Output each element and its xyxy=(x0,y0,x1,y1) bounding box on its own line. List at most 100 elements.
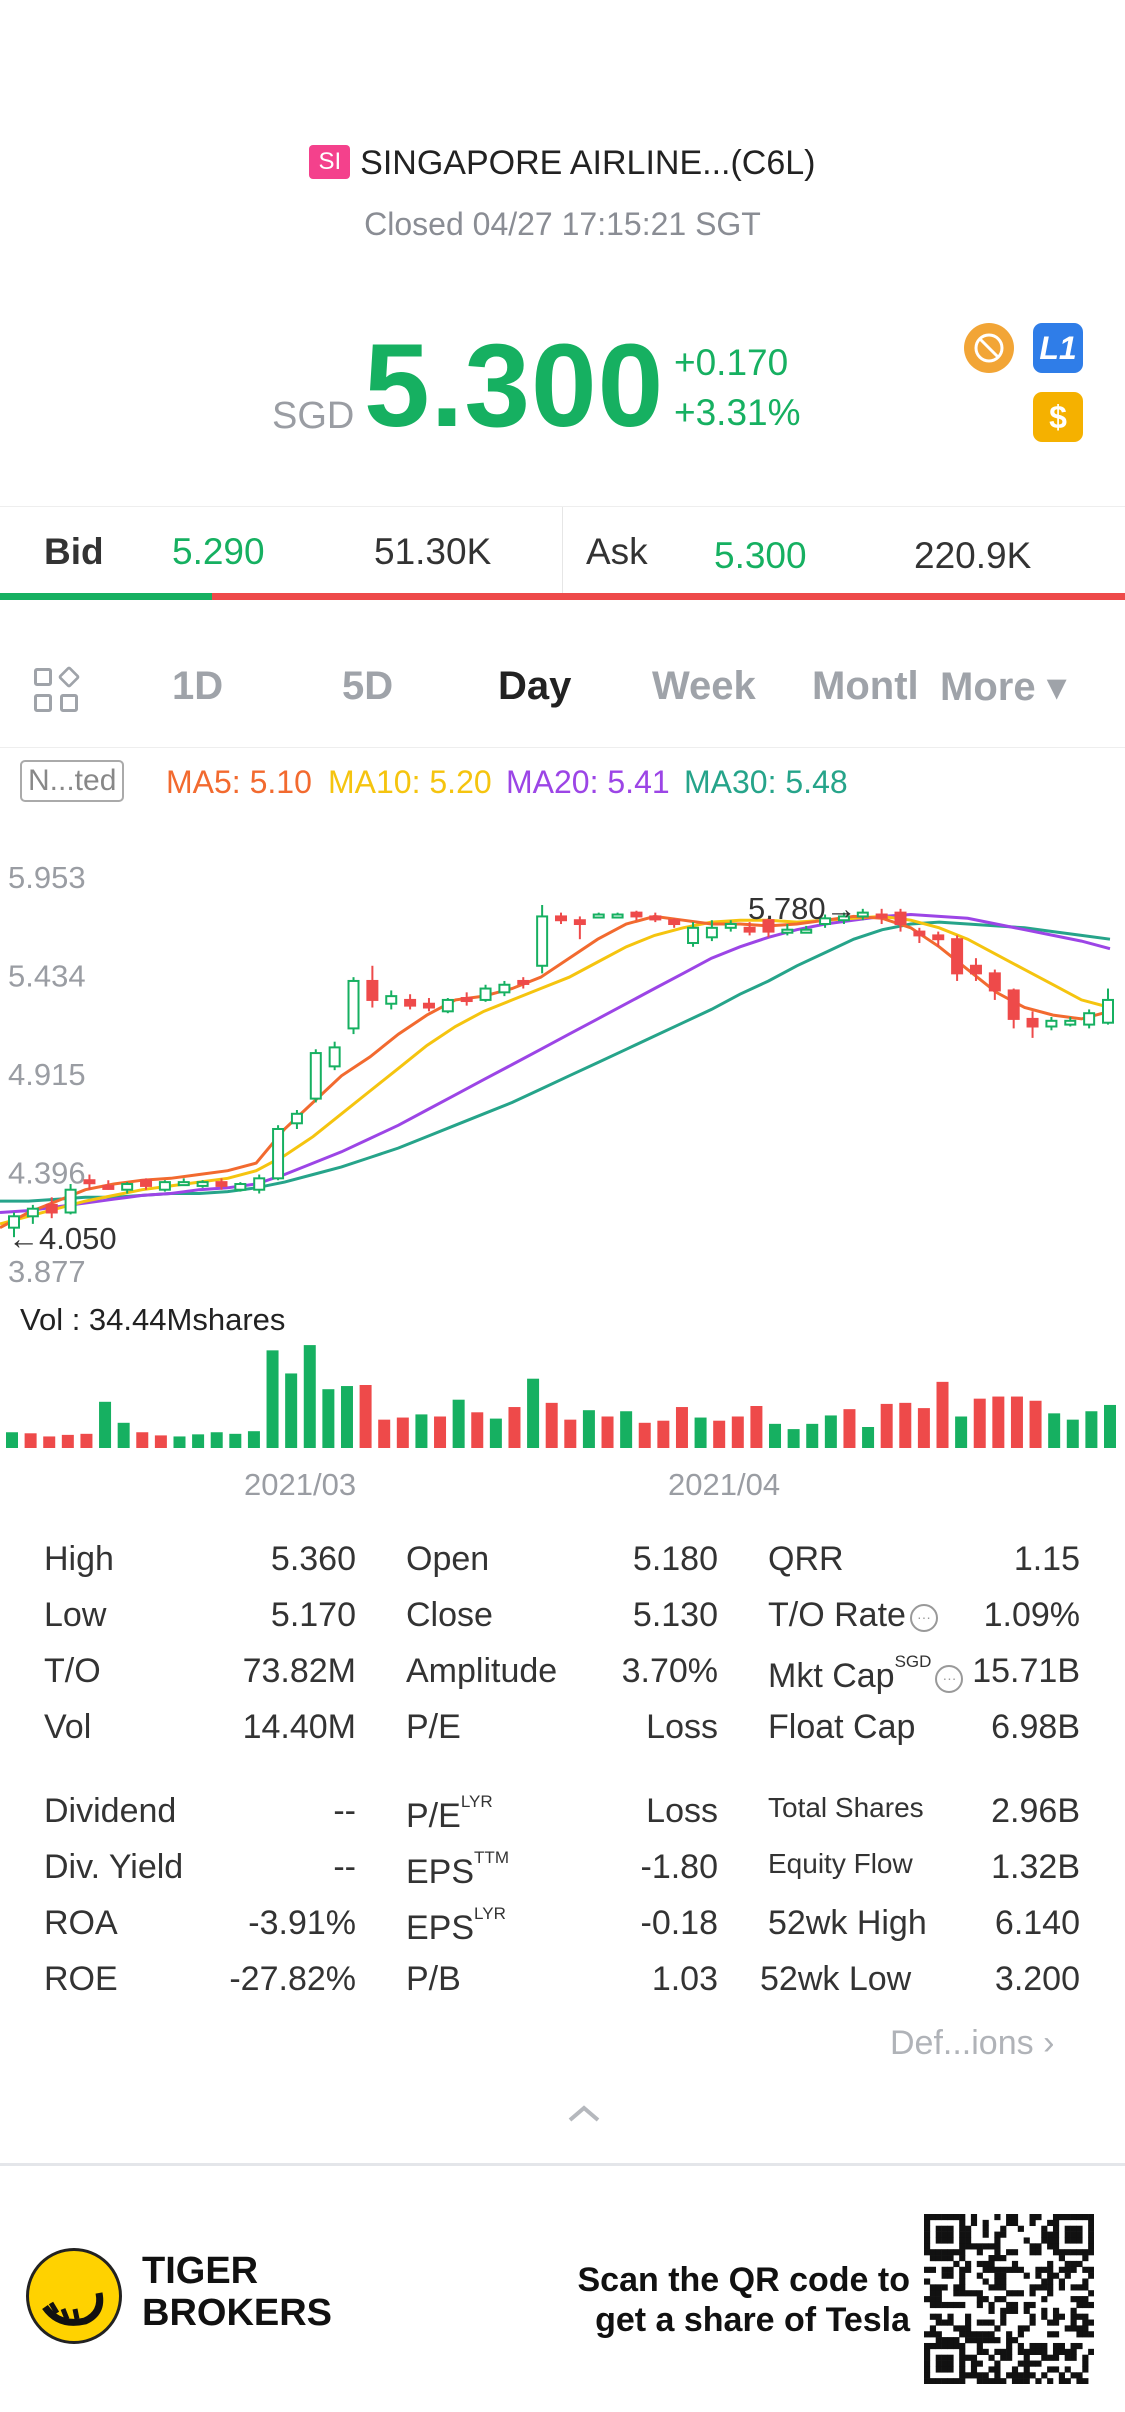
qr-module xyxy=(965,2243,972,2250)
stat-value: Loss xyxy=(646,1708,718,1746)
candle xyxy=(969,964,982,975)
y-tick-label: 4.396 xyxy=(8,1156,86,1191)
qr-module xyxy=(1088,2249,1094,2256)
qr-module xyxy=(1035,2378,1042,2384)
qr-module xyxy=(924,2219,931,2227)
definitions-link[interactable]: Def...ions › xyxy=(890,2024,1055,2062)
candle xyxy=(64,1188,77,1214)
qr-module xyxy=(965,2319,972,2326)
qr-module xyxy=(994,2231,1001,2238)
qr-module xyxy=(1006,2354,1013,2361)
no-margin-icon[interactable] xyxy=(964,323,1014,373)
qr-module xyxy=(970,2243,978,2250)
qr-module xyxy=(1064,2325,1071,2332)
qr-module xyxy=(1041,2354,1048,2361)
qr-module xyxy=(988,2378,995,2384)
volume-bar xyxy=(1048,1413,1061,1448)
level1-icon[interactable]: L1 xyxy=(1033,323,1083,373)
qr-module xyxy=(924,2266,931,2273)
qr-module xyxy=(1035,2348,1042,2355)
qr-module xyxy=(1076,2249,1083,2256)
candle xyxy=(517,979,530,985)
qr-module xyxy=(959,2342,966,2350)
candle xyxy=(988,972,1001,992)
qr-module xyxy=(959,2360,966,2367)
stat-label: QRR xyxy=(768,1540,844,1578)
qr-module xyxy=(976,2342,983,2350)
qr-module xyxy=(1029,2214,1036,2221)
qr-module xyxy=(1006,2290,1013,2297)
qr-module xyxy=(982,2260,989,2268)
qr-module xyxy=(994,2237,1001,2244)
stock-title[interactable]: SI SINGAPORE AIRLINE...(C6L) xyxy=(0,144,1125,183)
volume-bar xyxy=(210,1432,223,1448)
market-status: Closed 04/27 17:15:21 SGT xyxy=(364,206,761,242)
qr-module xyxy=(959,2231,966,2238)
candle xyxy=(630,911,643,918)
qr-module xyxy=(1006,2337,1013,2344)
qr-module xyxy=(982,2348,989,2355)
volume-bar xyxy=(936,1381,949,1448)
qr-module xyxy=(935,2360,942,2367)
info-icon[interactable]: ··· xyxy=(909,1604,938,1632)
tab-1d[interactable]: 1D xyxy=(172,664,224,708)
volume-bar xyxy=(899,1402,912,1448)
candle xyxy=(819,917,832,926)
stat-value: -- xyxy=(333,1792,356,1830)
brand-line1: TIGER xyxy=(142,2250,259,2292)
qr-module xyxy=(1041,2231,1048,2238)
qr-module xyxy=(959,2249,966,2256)
qr-module xyxy=(953,2342,960,2350)
qr-module xyxy=(959,2331,966,2338)
stat-label: Low xyxy=(44,1596,107,1634)
qr-module xyxy=(941,2231,948,2238)
qr-module xyxy=(935,2331,942,2338)
qr-module xyxy=(994,2255,1001,2262)
qr-code-icon[interactable] xyxy=(924,2214,1094,2384)
qr-module xyxy=(1023,2354,1030,2361)
qr-module xyxy=(1082,2360,1089,2367)
tab-month[interactable]: Montl xyxy=(812,664,919,708)
qr-module xyxy=(1088,2231,1094,2238)
price-chart[interactable]: 5.953 5.434 4.915 4.396 3.877 5.780→ ←4.050 Vol… xyxy=(0,840,1125,1500)
qr-module xyxy=(941,2225,948,2232)
qr-module xyxy=(1088,2290,1094,2297)
qr-module xyxy=(959,2372,966,2379)
qr-module xyxy=(959,2219,966,2227)
qr-module xyxy=(929,2331,937,2338)
qr-module xyxy=(1023,2237,1030,2244)
tab-more[interactable]: More ▾ xyxy=(940,665,1067,709)
qr-module xyxy=(1047,2243,1054,2250)
stat-value: -3.91% xyxy=(248,1904,356,1942)
candle xyxy=(611,913,624,919)
qr-module xyxy=(1070,2249,1077,2256)
grid-icon[interactable] xyxy=(34,665,81,714)
info-icon[interactable]: ··· xyxy=(935,1665,964,1693)
adjust-mode-selector[interactable]: N...ted xyxy=(20,760,125,802)
tab-day[interactable]: Day xyxy=(498,664,572,708)
candle xyxy=(1102,998,1114,1024)
tab-5d[interactable]: 5D xyxy=(342,664,394,708)
qr-module xyxy=(1076,2296,1083,2303)
qr-module xyxy=(1082,2278,1089,2285)
tab-week[interactable]: Week xyxy=(652,664,756,708)
candle xyxy=(404,998,417,1007)
qr-module xyxy=(1070,2237,1077,2244)
qr-module xyxy=(994,2284,1001,2291)
last-price: 5.300 xyxy=(364,320,665,452)
chevron-up-icon[interactable] xyxy=(564,2098,604,2128)
qr-module xyxy=(1058,2255,1065,2262)
qr-module xyxy=(1029,2313,1036,2320)
volume-bar xyxy=(136,1432,149,1448)
qr-module xyxy=(1029,2301,1036,2309)
bid-ask-divider xyxy=(562,507,563,599)
qr-module xyxy=(924,2225,931,2232)
qr-module xyxy=(982,2337,989,2344)
qr-module xyxy=(1064,2266,1071,2273)
dollar-icon[interactable]: $ xyxy=(1033,392,1083,442)
qr-module xyxy=(1082,2325,1089,2332)
qr-module xyxy=(1011,2260,1019,2268)
qr-module xyxy=(970,2360,978,2367)
volume-bar xyxy=(843,1409,856,1448)
qr-module xyxy=(1064,2366,1071,2373)
